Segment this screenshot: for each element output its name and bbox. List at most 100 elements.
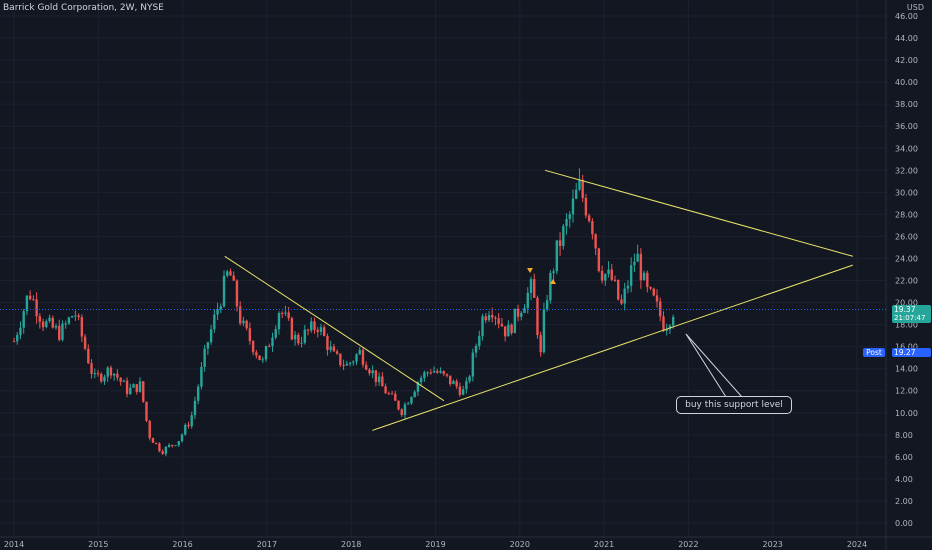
price-axis[interactable]: 0.00 2.00 4.00 6.00 8.00 10.00 12.00 14.00 16.00… <box>895 12 918 528</box>
candle-body <box>322 327 326 336</box>
candle-body <box>190 415 193 427</box>
candle-body <box>478 336 481 346</box>
time-axis[interactable]: 2014 2015 2016 2017 2018 2019 2020 2021 2022 2023… <box>4 540 867 549</box>
candle-body <box>413 391 416 398</box>
x-tick-label: 2017 <box>257 540 277 549</box>
candle-body <box>365 364 368 370</box>
candle-body <box>203 348 206 367</box>
y-tick-label: 26.00 <box>895 232 918 241</box>
candle-body <box>339 353 342 366</box>
y-tick-label: 38.00 <box>895 100 918 109</box>
trendline <box>544 169 853 257</box>
trendline <box>372 264 853 431</box>
candle-body <box>209 329 213 343</box>
candle-body <box>138 381 142 392</box>
candle-body <box>471 352 475 377</box>
candle-body <box>403 404 407 416</box>
candle-body <box>25 295 29 312</box>
candle-body <box>35 299 38 317</box>
dividend-marker-icon <box>527 268 533 273</box>
candle-body <box>468 376 471 382</box>
y-tick-label: 44.00 <box>895 34 918 43</box>
candle-body <box>213 314 216 330</box>
candle-body <box>449 375 452 385</box>
candle-body <box>461 389 465 395</box>
candle-body <box>154 442 158 444</box>
candle-body <box>562 226 565 247</box>
grid-lines <box>0 0 886 537</box>
candle-body <box>513 308 517 334</box>
candle-body <box>445 373 449 376</box>
candle-body <box>135 384 138 392</box>
y-tick-label: 8.00 <box>895 431 913 440</box>
y-tick-label: 2.00 <box>895 497 913 506</box>
candle-body <box>520 312 523 317</box>
y-tick-label: 24.00 <box>895 254 918 263</box>
candle-body <box>432 371 436 373</box>
candle-body <box>64 323 67 325</box>
candle-body <box>384 386 387 394</box>
candle-body <box>568 214 571 219</box>
last-price-badge: 19.37 21:07:47 <box>892 305 931 323</box>
candle-body <box>229 271 232 276</box>
candle-body <box>500 323 504 327</box>
candle-body <box>158 443 161 452</box>
candle-body <box>487 314 491 321</box>
candle-body <box>387 393 391 395</box>
candle-body <box>368 369 371 374</box>
candle-body <box>48 317 51 322</box>
candle-body <box>80 317 84 337</box>
candle-body <box>484 316 487 321</box>
candle-body <box>491 314 494 318</box>
candle-body <box>116 373 119 378</box>
candle-body <box>232 275 235 281</box>
candle-body <box>516 308 520 317</box>
candle-body <box>274 329 277 338</box>
candle-body <box>303 329 307 343</box>
candle-body <box>216 309 219 315</box>
candle-body <box>545 300 549 310</box>
candle-body <box>436 371 439 373</box>
post-market-label: Post <box>863 348 885 357</box>
candle-body <box>523 308 526 313</box>
x-tick-label: 2018 <box>341 540 361 549</box>
candle-body <box>61 323 64 340</box>
candle-body <box>526 292 529 309</box>
candle-body <box>242 320 245 324</box>
candle-body <box>248 328 252 342</box>
candle-body <box>45 321 48 328</box>
candle-body <box>96 373 100 375</box>
candle-body <box>594 234 597 249</box>
candle-body <box>400 409 403 416</box>
candle-body <box>235 280 239 307</box>
candle-body <box>352 361 355 363</box>
candle-body <box>293 334 297 340</box>
x-tick-label: 2022 <box>678 540 698 549</box>
candle-body <box>358 349 361 355</box>
candle-body <box>313 321 316 330</box>
candle-body <box>397 400 400 410</box>
candle-body <box>552 271 555 273</box>
y-tick-label: 22.00 <box>895 277 918 286</box>
candle-body <box>539 335 542 353</box>
candle-body <box>316 329 319 332</box>
x-tick-label: 2024 <box>847 540 867 549</box>
annotation-note[interactable]: buy this support level <box>676 396 792 414</box>
candle-body <box>623 288 626 304</box>
candle-body <box>100 373 103 382</box>
candle-body <box>604 273 607 281</box>
candle-body <box>103 376 106 382</box>
candle-body <box>571 198 575 215</box>
bar-countdown: 21:07:47 <box>894 314 926 322</box>
candle-body <box>251 341 255 353</box>
candle-body <box>390 393 394 395</box>
currency-label: USD <box>906 3 924 12</box>
candle-body <box>200 366 203 387</box>
candle-body <box>335 351 339 354</box>
candle-body <box>109 367 113 376</box>
candle-body <box>187 424 190 427</box>
candle-body <box>329 346 332 350</box>
candle-body <box>297 334 300 344</box>
y-tick-label: 16.00 <box>895 343 918 352</box>
